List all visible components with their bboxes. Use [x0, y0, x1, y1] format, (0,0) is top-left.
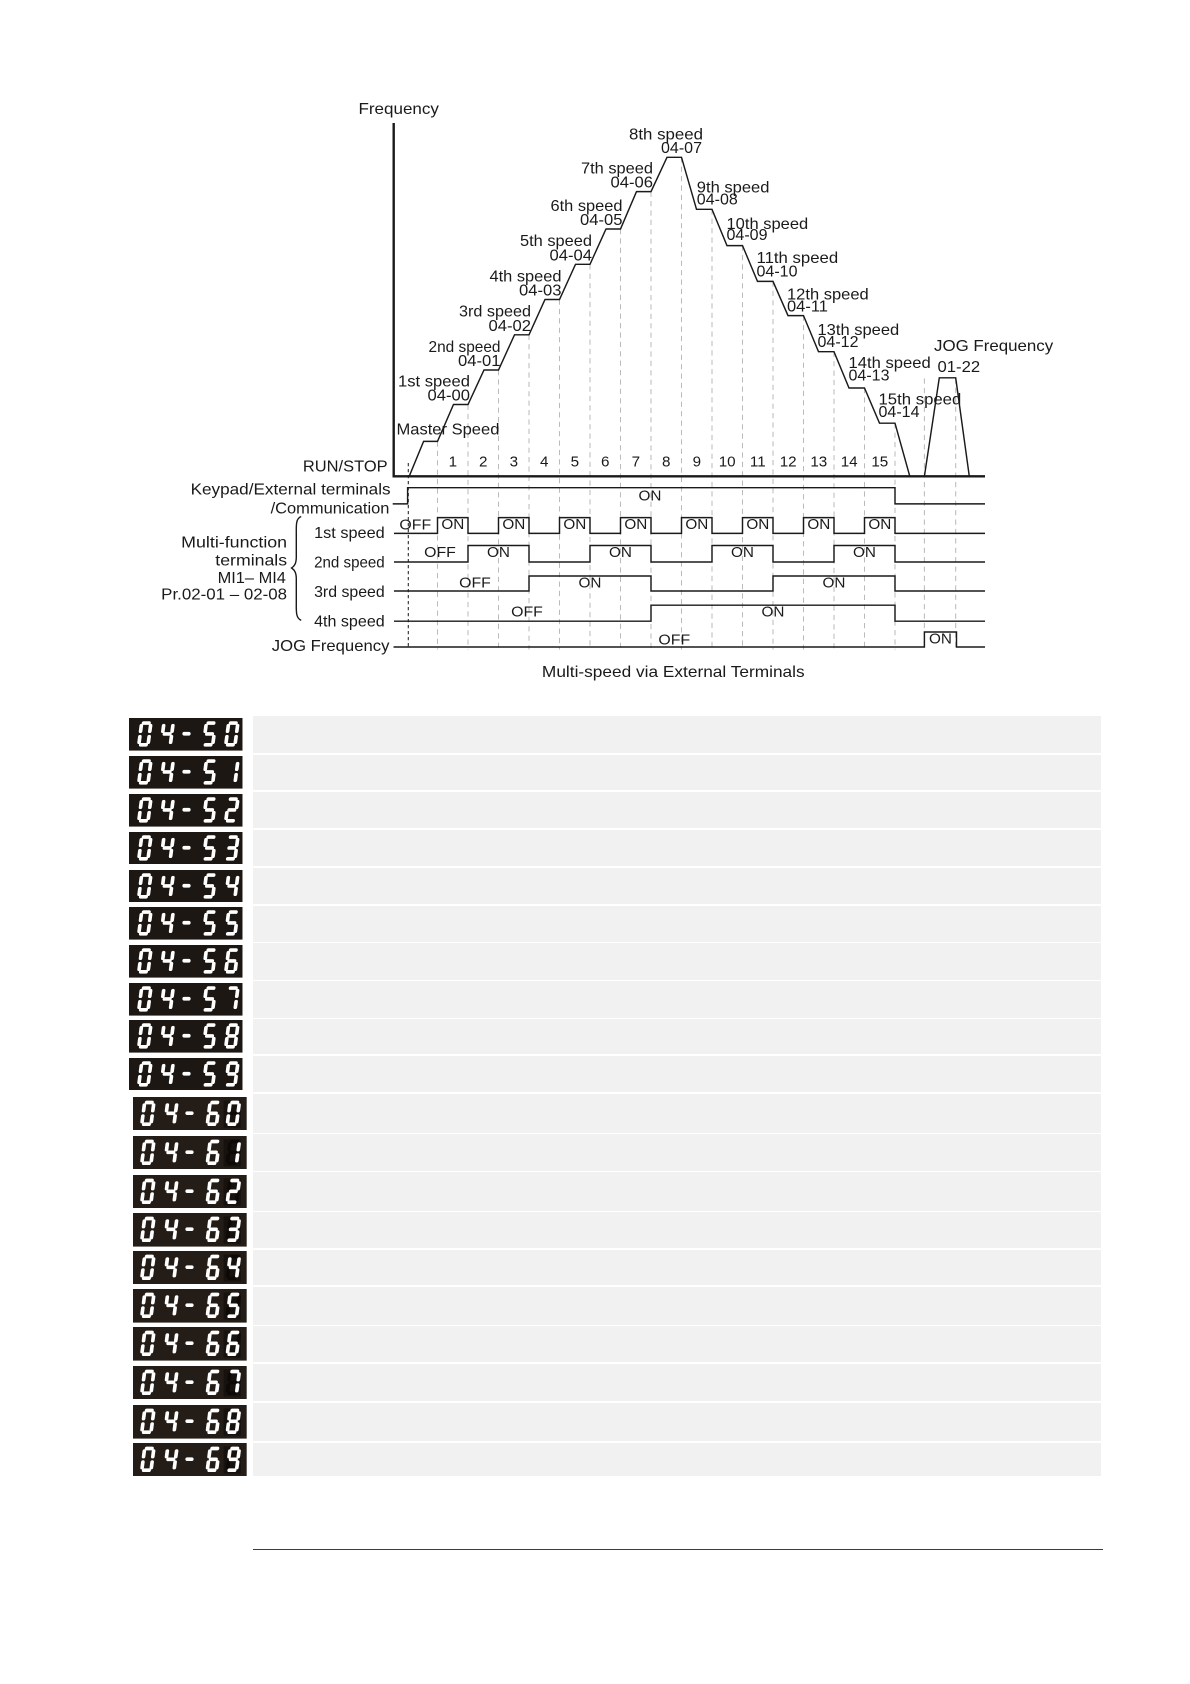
svg-text:ON: ON: [746, 516, 769, 533]
svg-text:4th speed: 4th speed: [490, 268, 562, 285]
svg-text:11: 11: [750, 454, 766, 471]
svg-text:Keypad/External terminals: Keypad/External terminals: [191, 482, 391, 499]
svg-text:ON: ON: [929, 630, 952, 647]
svg-text:7: 7: [632, 454, 640, 471]
svg-text:12th speed: 12th speed: [787, 287, 869, 304]
svg-text:ON: ON: [441, 516, 464, 533]
svg-text:04-08: 04-08: [697, 192, 738, 209]
svg-text:OFF: OFF: [459, 574, 491, 591]
svg-text:ON: ON: [762, 604, 785, 621]
svg-text:ON: ON: [868, 516, 891, 533]
svg-text:OFF: OFF: [658, 632, 690, 649]
svg-text:OFF: OFF: [424, 544, 456, 561]
svg-text:JOG Frequency: JOG Frequency: [272, 638, 390, 655]
svg-text:/Communication: /Communication: [271, 501, 390, 518]
svg-text:10th speed: 10th speed: [727, 216, 809, 233]
svg-text:Multi-speed via External Termi: Multi-speed via External Terminals: [542, 664, 805, 681]
svg-text:7th speed: 7th speed: [581, 160, 653, 177]
svg-text:12: 12: [780, 454, 797, 471]
svg-text:04-07: 04-07: [661, 140, 702, 157]
svg-text:ON: ON: [731, 544, 754, 561]
svg-text:04-05: 04-05: [580, 212, 623, 229]
svg-text:04-09: 04-09: [727, 227, 768, 244]
svg-text:Frequency: Frequency: [359, 101, 440, 118]
svg-text:1st speed: 1st speed: [398, 373, 470, 390]
svg-text:ON: ON: [624, 516, 647, 533]
svg-text:3rd speed: 3rd speed: [459, 304, 531, 321]
svg-text:2nd speed: 2nd speed: [314, 555, 385, 572]
svg-text:OFF: OFF: [399, 517, 431, 534]
svg-text:5: 5: [571, 454, 579, 471]
svg-text:04-03: 04-03: [519, 283, 562, 300]
svg-text:6: 6: [601, 454, 609, 471]
svg-text:2: 2: [479, 454, 487, 471]
svg-text:11th speed: 11th speed: [757, 250, 839, 267]
svg-text:4: 4: [540, 454, 548, 471]
svg-text:8th speed: 8th speed: [629, 126, 703, 143]
svg-text:3rd speed: 3rd speed: [314, 584, 385, 601]
svg-text:13: 13: [810, 454, 827, 471]
svg-text:ON: ON: [823, 574, 846, 591]
svg-text:15: 15: [871, 454, 888, 471]
svg-text:15th speed: 15th speed: [879, 391, 962, 408]
svg-text:04-12: 04-12: [818, 334, 859, 351]
svg-text:04-11: 04-11: [787, 299, 828, 316]
svg-text:ON: ON: [807, 516, 830, 533]
svg-text:ON: ON: [563, 516, 586, 533]
svg-text:4th speed: 4th speed: [314, 614, 385, 631]
svg-text:2nd speed: 2nd speed: [429, 339, 501, 356]
svg-text:14: 14: [841, 454, 858, 471]
svg-text:OFF: OFF: [511, 604, 543, 621]
svg-text:Pr.02-01 – 02-08: Pr.02-01 – 02-08: [161, 586, 287, 603]
svg-text:ON: ON: [502, 516, 525, 533]
svg-text:14th speed: 14th speed: [849, 355, 931, 372]
svg-text:8: 8: [662, 454, 670, 471]
svg-text:04-00: 04-00: [428, 388, 471, 405]
svg-text:04-14: 04-14: [879, 404, 920, 421]
svg-text:RUN/STOP: RUN/STOP: [303, 459, 388, 476]
svg-text:04-10: 04-10: [757, 264, 798, 281]
svg-text:1: 1: [449, 454, 457, 471]
svg-text:ON: ON: [609, 544, 632, 561]
svg-text:04-01: 04-01: [458, 353, 501, 370]
svg-text:ON: ON: [487, 544, 510, 561]
svg-text:Multi-function: Multi-function: [181, 535, 287, 552]
svg-text:1st speed: 1st speed: [314, 525, 385, 542]
svg-text:ON: ON: [579, 574, 602, 591]
svg-text:3: 3: [510, 454, 518, 471]
svg-text:01-22: 01-22: [938, 359, 981, 376]
svg-text:9: 9: [693, 454, 701, 471]
svg-text:ON: ON: [685, 516, 708, 533]
svg-text:ON: ON: [639, 488, 662, 505]
svg-text:Master Speed: Master Speed: [397, 422, 500, 439]
svg-text:6th speed: 6th speed: [551, 198, 623, 215]
svg-text:04-13: 04-13: [849, 368, 890, 385]
svg-text:13th speed: 13th speed: [818, 322, 900, 339]
svg-text:04-04: 04-04: [550, 247, 593, 264]
svg-text:MI1– MI4: MI1– MI4: [218, 570, 287, 587]
svg-text:04-06: 04-06: [611, 175, 654, 192]
svg-text:5th speed: 5th speed: [520, 233, 592, 250]
svg-text:terminals: terminals: [215, 552, 287, 569]
svg-text:ON: ON: [853, 544, 876, 561]
svg-text:JOG Frequency: JOG Frequency: [934, 338, 1053, 355]
svg-text:04-02: 04-02: [489, 318, 532, 335]
svg-text:10: 10: [719, 454, 736, 471]
svg-text:9th speed: 9th speed: [697, 180, 770, 197]
